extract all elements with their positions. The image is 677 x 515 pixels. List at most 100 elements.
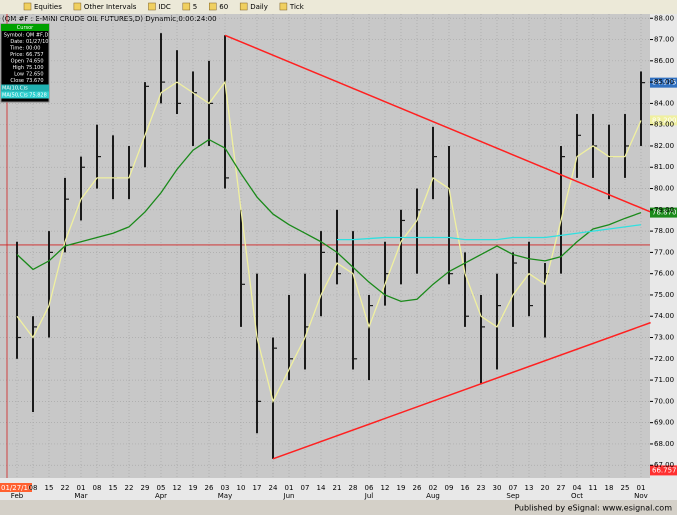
toolbar-icon <box>23 2 32 11</box>
ma-row-bg <box>1 91 49 99</box>
x-tick-label: 05 <box>157 484 166 492</box>
info-label: High <box>13 65 25 71</box>
x-month-label: Sep <box>506 492 520 500</box>
x-month-label: Aug <box>426 492 440 500</box>
y-tick-label: 85.00 <box>654 78 674 86</box>
toolbar-item[interactable]: 5 <box>193 3 197 11</box>
y-tick-label: 87.00 <box>654 36 674 44</box>
x-tick-label: 26 <box>413 484 422 492</box>
y-tick-label: 83.00 <box>654 121 674 129</box>
info-label: Symbol: <box>4 33 25 39</box>
info-value: 01/27/10 <box>26 39 48 45</box>
price-label: 83.200 <box>652 116 677 124</box>
toolbar-icon <box>148 2 156 11</box>
x-tick-label: 21 <box>333 484 342 492</box>
x-month-label: Mar <box>74 492 87 500</box>
toolbar-item[interactable]: Daily <box>250 3 268 11</box>
x-tick-label: 06 <box>365 484 374 492</box>
x-tick-label: 26 <box>205 484 214 492</box>
status-text: Published by eSignal: www.esignal.com <box>514 504 672 513</box>
y-tick-label: 71.00 <box>654 376 674 384</box>
x-tick-label: 23 <box>477 484 486 492</box>
y-tick-label: 69.00 <box>654 419 674 427</box>
info-value: 73.670 <box>26 78 44 84</box>
price-label-box <box>650 77 677 88</box>
x-month-label: Oct <box>571 492 583 500</box>
y-tick-label: 86.00 <box>654 57 674 65</box>
x-tick-label: 09 <box>445 484 454 492</box>
toolbar-icon <box>209 2 217 11</box>
x-month-label: Nov <box>634 492 648 500</box>
x-tick-label: 04 <box>573 484 582 492</box>
plot-area <box>0 14 650 478</box>
y-tick-label: 84.00 <box>654 99 674 107</box>
x-month-label: Feb <box>11 492 24 500</box>
toolbar-item[interactable]: IDC <box>158 3 170 11</box>
info-panel-title: Cursor <box>17 25 34 31</box>
toolbar-item[interactable]: Tick <box>289 3 305 11</box>
ma-row: MA(10,C)s <box>2 86 28 92</box>
x-tick-label: 20 <box>541 484 550 492</box>
y-tick-label: 70.00 <box>654 397 674 405</box>
time-axis <box>0 478 677 500</box>
x-tick-label: 14 <box>317 484 326 492</box>
y-tick-label: 68.00 <box>654 440 674 448</box>
x-month-label: Jun <box>283 492 295 500</box>
x-month-label: Apr <box>155 492 167 500</box>
cursor-date: 01/27/10 <box>1 484 32 492</box>
ma-row-bg <box>1 84 49 92</box>
x-tick-label: 10 <box>237 484 246 492</box>
x-tick-label: 30 <box>493 484 502 492</box>
toolbar <box>0 0 677 14</box>
x-tick-label: 02 <box>429 484 438 492</box>
status-bar <box>0 500 677 515</box>
info-label: Close <box>10 78 24 84</box>
price-label-box <box>650 207 677 218</box>
x-tick-label: 07 <box>509 484 518 492</box>
info-value: QM #F,D <box>26 33 48 39</box>
x-tick-label: 01 <box>77 484 86 492</box>
info-label: Low <box>14 72 24 78</box>
x-tick-label: 16 <box>461 484 470 492</box>
info-label: Date: <box>10 39 24 45</box>
toolbar-item[interactable]: Equities <box>34 3 62 11</box>
info-value: 74.650 <box>26 59 44 65</box>
y-tick-label: 82.00 <box>654 142 674 150</box>
x-tick-label: 15 <box>45 484 54 492</box>
y-tick-label: 74.00 <box>654 312 674 320</box>
x-tick-label: 22 <box>61 484 70 492</box>
x-tick-label: 27 <box>557 484 566 492</box>
x-tick-label: 12 <box>173 484 182 492</box>
toolbar-item[interactable]: Other Intervals <box>84 3 137 11</box>
y-tick-label: 79.00 <box>654 206 674 214</box>
x-month-label: Jul <box>364 492 374 500</box>
x-tick-label: 19 <box>189 484 198 492</box>
info-label: Time: <box>9 46 24 52</box>
price-label: 84.975 <box>652 79 677 87</box>
price-axis <box>650 14 677 478</box>
price-label-box <box>650 465 677 476</box>
y-tick-label: 78.00 <box>654 227 674 235</box>
y-tick-label: 75.00 <box>654 291 674 299</box>
info-value: 72.650 <box>26 72 44 78</box>
x-tick-label: 24 <box>269 484 278 492</box>
x-tick-label: 19 <box>397 484 406 492</box>
info-value: 66.757 <box>26 52 44 58</box>
toolbar-item[interactable]: 60 <box>219 3 228 11</box>
x-tick-label: 11 <box>589 484 598 492</box>
y-tick-label: 72.00 <box>654 355 674 363</box>
y-tick-label: 77.00 <box>654 248 674 256</box>
x-tick-label: 29 <box>141 484 150 492</box>
ma-row: MA(50,C)s 75.828 <box>2 93 47 99</box>
moving-average <box>337 224 642 241</box>
x-tick-label: 28 <box>349 484 358 492</box>
toolbar-icon <box>73 2 82 11</box>
x-tick-label: 22 <box>125 484 134 492</box>
chart-title: (QM #F : E-MINI CRUDE OIL FUTURES,D) Dyn… <box>2 15 217 23</box>
y-tick-label: 73.00 <box>654 334 674 342</box>
price-label: 66.757 <box>652 466 677 474</box>
toolbar-icon <box>279 2 288 11</box>
trendline <box>272 321 651 460</box>
